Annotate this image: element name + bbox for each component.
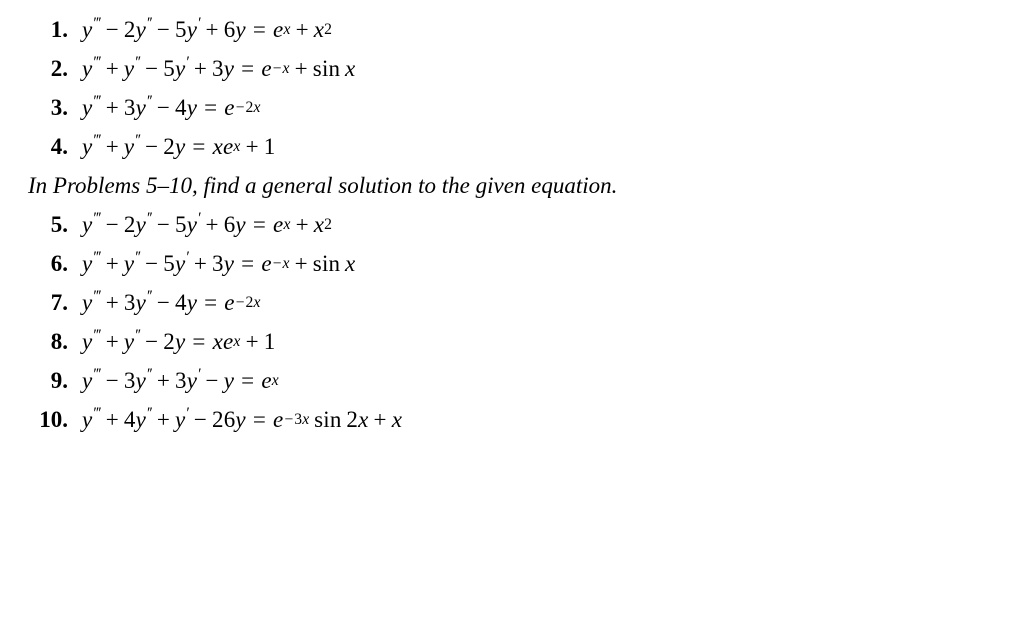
equation: y′′′+4y′′+y′−26y=e−3x sin 2x+x bbox=[82, 408, 402, 431]
equation: y′′′−2y′′−5y′+6y=ex+x2 bbox=[82, 213, 332, 236]
equation: y′′′+y′′−5y′+3y=e−x+sin x bbox=[82, 57, 355, 80]
problem-row: 8. y′′′+y′′−2y=xex+1 bbox=[28, 330, 996, 353]
equation: y′′′+y′′−2y=xex+1 bbox=[82, 135, 275, 158]
section-instruction: In Problems 5–10, find a general solutio… bbox=[28, 174, 996, 197]
equation: y′′′−3y′′+3y′−y=ex bbox=[82, 369, 279, 392]
problem-number: 1. bbox=[28, 18, 82, 41]
equation: y′′′+3y′′−4y=e−2x bbox=[82, 291, 261, 314]
equation: y′′′+y′′−5y′+3y=e−x+sin x bbox=[82, 252, 355, 275]
equation: y′′′+y′′−2y=xex+1 bbox=[82, 330, 275, 353]
problem-row: 2. y′′′+y′′−5y′+3y=e−x+sin x bbox=[28, 57, 996, 80]
problem-row: 6. y′′′+y′′−5y′+3y=e−x+sin x bbox=[28, 252, 996, 275]
problem-number: 3. bbox=[28, 96, 82, 119]
equation: y′′′+3y′′−4y=e−2x bbox=[82, 96, 261, 119]
problem-row: 9. y′′′−3y′′+3y′−y=ex bbox=[28, 369, 996, 392]
problem-number: 4. bbox=[28, 135, 82, 158]
equation: y′′′−2y′′−5y′+6y=ex+x2 bbox=[82, 18, 332, 41]
problem-number: 8. bbox=[28, 330, 82, 353]
problem-number: 5. bbox=[28, 213, 82, 236]
problem-number: 6. bbox=[28, 252, 82, 275]
problem-number: 2. bbox=[28, 57, 82, 80]
problem-row: 1. y′′′−2y′′−5y′+6y=ex+x2 bbox=[28, 18, 996, 41]
problem-row: 10. y′′′+4y′′+y′−26y=e−3x sin 2x+x bbox=[28, 408, 996, 431]
problem-number: 9. bbox=[28, 369, 82, 392]
problem-number: 7. bbox=[28, 291, 82, 314]
problem-row: 4. y′′′+y′′−2y=xex+1 bbox=[28, 135, 996, 158]
problem-row: 7. y′′′+3y′′−4y=e−2x bbox=[28, 291, 996, 314]
problem-row: 3. y′′′+3y′′−4y=e−2x bbox=[28, 96, 996, 119]
problem-row: 5. y′′′−2y′′−5y′+6y=ex+x2 bbox=[28, 213, 996, 236]
problem-number: 10. bbox=[28, 408, 82, 431]
